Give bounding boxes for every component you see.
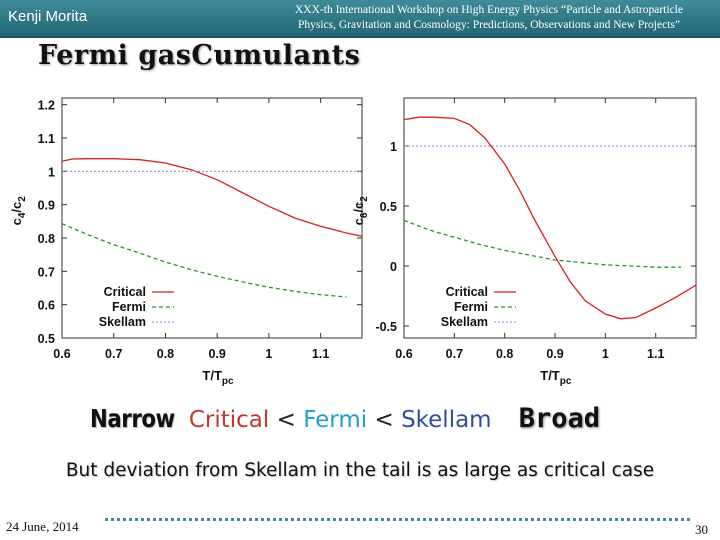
x-tick-label: 0.7 bbox=[105, 347, 122, 361]
x-tick-label: 0.9 bbox=[546, 347, 563, 361]
x-tick-label: 0.8 bbox=[157, 347, 174, 361]
y-tick-label: 0.7 bbox=[38, 265, 55, 279]
x-tick-label: 1.1 bbox=[647, 347, 664, 361]
y-axis-label-main: c bbox=[351, 218, 366, 225]
x-axis-label: T/Tpc bbox=[540, 368, 572, 387]
broad-label: Broad bbox=[518, 403, 600, 434]
y-tick-label: 0.9 bbox=[38, 199, 55, 213]
x-axis-label-main: T/T bbox=[202, 368, 222, 383]
y-tick-label: 1.1 bbox=[38, 132, 55, 146]
y-tick-label: 0.5 bbox=[38, 332, 55, 346]
ordering-skellam: Skellam bbox=[401, 407, 492, 433]
slide-title-part1: Fermi gas bbox=[38, 40, 192, 71]
y-tick-label: 0.8 bbox=[38, 232, 55, 246]
legend-label-fermi: Fermi bbox=[112, 300, 146, 314]
slide-title-part2: Cumulants bbox=[191, 40, 361, 71]
charts-area: 0.6 0.7 0.8 0.9 1 1.10.50.60.70.80.911.11.2c4… bbox=[9, 97, 697, 387]
x-tick-label: 1 bbox=[602, 347, 609, 361]
legend-label-skellam: Skellam bbox=[99, 315, 146, 329]
less-than-1: < bbox=[269, 407, 304, 433]
x-tick-label: 1.1 bbox=[312, 347, 329, 361]
y-tick-label: 1 bbox=[390, 140, 397, 154]
less-than-2: < bbox=[367, 407, 402, 433]
y-axis-label-main: c bbox=[9, 218, 24, 225]
series-line-fermi bbox=[61, 223, 347, 298]
legend-label-critical: Critical bbox=[104, 285, 146, 299]
x-tick-label: 0.9 bbox=[208, 347, 225, 361]
narrow-label: Narrow bbox=[90, 404, 175, 433]
ordering: Critical < Fermi < Skellam bbox=[189, 407, 492, 433]
y-tick-label: 1 bbox=[48, 165, 55, 179]
workshop-title-line2: Physics, Gravitation and Cosmology: Pred… bbox=[297, 19, 680, 31]
x-axis-label-sub: pc bbox=[222, 376, 234, 387]
workshop-title-line1: XXX-th International Workshop on High En… bbox=[295, 4, 683, 16]
x-tick-label: 1 bbox=[265, 347, 272, 361]
footer-divider bbox=[105, 518, 690, 521]
conclusion-note: But deviation from Skellam in the tail i… bbox=[65, 460, 655, 481]
y-axis-label-num-sub: 6 bbox=[359, 212, 370, 218]
legend-label-skellam: Skellam bbox=[441, 315, 488, 329]
ordering-critical: Critical bbox=[188, 407, 270, 433]
y-tick-label: -0.5 bbox=[375, 320, 397, 334]
x-axis-label-sub: pc bbox=[560, 376, 572, 387]
x-tick-label: 0.6 bbox=[53, 347, 70, 361]
header-bar bbox=[0, 0, 720, 38]
x-axis-label: T/Tpc bbox=[202, 368, 234, 387]
y-axis-label: c6/c2 bbox=[351, 196, 370, 226]
y-tick-label: 0 bbox=[390, 260, 397, 274]
series-line-fermi bbox=[403, 219, 681, 268]
slide-title: Fermi gasCumulants bbox=[38, 40, 360, 71]
y-axis-label-slash: /c bbox=[351, 202, 366, 213]
y-tick-label: 1.2 bbox=[38, 99, 55, 113]
series-line-critical bbox=[61, 158, 363, 237]
y-axis-label-num-sub: 4 bbox=[17, 212, 28, 218]
plot-frame bbox=[403, 97, 697, 339]
x-tick-label: 0.6 bbox=[395, 347, 412, 361]
y-axis-label-den-sub: 2 bbox=[359, 196, 370, 202]
x-tick-label: 0.7 bbox=[446, 347, 463, 361]
chart-2: 0.6 0.7 0.8 0.9 1 1.1 -0.5 0 0.5 1 c6/c2 T/Tpc Criti… bbox=[351, 97, 697, 387]
plot-frame bbox=[61, 97, 363, 339]
chart-1: 0.6 0.7 0.8 0.9 1 1.10.50.60.70.80.911.11.2c4… bbox=[9, 97, 363, 387]
author-name: Kenji Morita bbox=[8, 8, 88, 25]
x-axis-label-main: T/T bbox=[540, 368, 560, 383]
y-axis-label: c4/c2 bbox=[9, 196, 28, 226]
x-tick-label: 0.8 bbox=[496, 347, 513, 361]
y-tick-label: 0.6 bbox=[38, 299, 55, 313]
y-axis-label-slash: /c bbox=[9, 202, 24, 213]
workshop-title: XXX-th International Workshop on High En… bbox=[262, 3, 716, 33]
page-number: 30 bbox=[695, 522, 708, 537]
y-tick-label: 0.5 bbox=[380, 200, 397, 214]
y-axis-label-den-sub: 2 bbox=[17, 196, 28, 202]
series-line-critical bbox=[403, 116, 697, 320]
footer-date: 24 June, 2014 bbox=[6, 519, 79, 534]
legend-label-critical: Critical bbox=[446, 285, 488, 299]
width-comparison: Narrow Critical < Fermi < Skellam Broad bbox=[90, 403, 710, 443]
ordering-fermi: Fermi bbox=[303, 407, 368, 433]
legend-label-fermi: Fermi bbox=[454, 300, 488, 314]
